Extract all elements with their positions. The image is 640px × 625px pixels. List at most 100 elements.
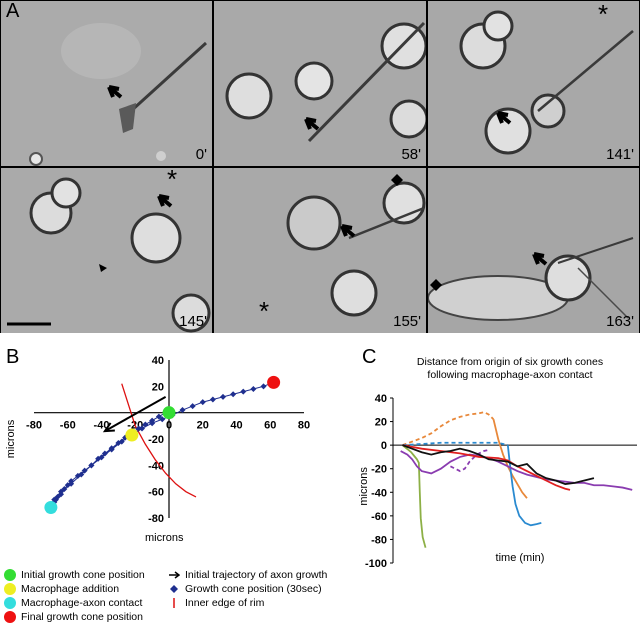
growth-cone-point — [155, 413, 162, 420]
x-tick-label: 20 — [197, 420, 209, 432]
legend-item: Initial growth cone position — [4, 569, 145, 581]
micrograph-frame: 0' — [1, 1, 212, 166]
growth-cone-point — [159, 416, 166, 423]
chart-c-ylabel: microns — [358, 467, 370, 506]
growth-cone-point — [179, 407, 186, 414]
event-marker — [44, 500, 58, 514]
frame-time-label: 58' — [401, 146, 421, 163]
growth-cone-point — [220, 393, 226, 400]
growth-cone-point — [64, 482, 71, 489]
growth-cone-point — [209, 396, 216, 403]
legend-item: Macrophage addition — [4, 583, 119, 595]
x-tick-label: 40 — [230, 420, 242, 432]
growth-cone-series-line — [506, 445, 542, 527]
growth-cone-point — [88, 462, 95, 469]
growth-cone-series-line — [402, 441, 509, 447]
chart-c-title: Distance from origin of six growth cones… — [416, 356, 604, 381]
legend-item: Growth cone position (30sec) — [168, 583, 322, 595]
svg-text:*: * — [167, 168, 177, 194]
growth-cone-series-line — [402, 411, 495, 446]
growth-cone-series-line — [402, 444, 571, 491]
y-tick-label: -40 — [148, 460, 164, 472]
frame-time-label: 145' — [179, 313, 207, 330]
event-marker — [267, 375, 281, 389]
event-marker — [162, 406, 176, 420]
growth-cone-point — [68, 480, 75, 487]
growth-cone-point — [78, 471, 85, 478]
cell-image — [214, 1, 426, 166]
y-tick-label: 40 — [375, 393, 387, 405]
growth-cone-point — [118, 438, 125, 445]
frame-time-label: 163' — [606, 313, 634, 330]
frame-time-label: 141' — [606, 146, 634, 163]
trajectory-arrowhead — [102, 422, 115, 433]
growth-cone-series-line — [450, 448, 489, 473]
growth-cone-point — [61, 486, 68, 493]
chart-b-xlabel: microns — [145, 532, 184, 544]
y-tick-label: -100 — [365, 558, 387, 570]
growth-cone-point — [260, 383, 267, 390]
growth-cone-point — [54, 493, 61, 500]
cyan-dot-icon — [4, 597, 16, 609]
growth-cone-point — [230, 391, 237, 398]
y-tick-label: -60 — [371, 511, 387, 523]
yellow-dot-icon — [4, 583, 16, 595]
x-tick-label: -60 — [60, 420, 76, 432]
growth-cone-series-line — [401, 444, 427, 548]
micrograph-frame: * 145' — [1, 168, 212, 333]
growth-cone-point — [199, 399, 206, 406]
arrow-icon — [169, 571, 180, 579]
x-tick-label: 0 — [166, 420, 172, 432]
y-tick-label: -60 — [148, 487, 164, 499]
legend-item: Macrophage-axon contact — [4, 597, 142, 609]
growth-cone-point — [240, 388, 247, 395]
red-dot-icon — [4, 611, 16, 623]
growth-cone-point — [189, 403, 196, 410]
frame-time-label: 0' — [195, 146, 207, 163]
chart-c-xlabel: time (min) — [496, 552, 545, 564]
trajectory-arrow — [104, 395, 167, 432]
panel-b-label: B — [6, 346, 20, 368]
growth-cone-point — [98, 454, 105, 461]
y-tick-label: -40 — [371, 487, 387, 499]
growth-cone-point — [250, 385, 257, 392]
red-line-icon — [173, 598, 175, 608]
legend-item: Initial trajectory of axon growth — [168, 569, 327, 581]
growth-cone-series-line — [400, 450, 633, 491]
y-tick-label: -20 — [148, 434, 164, 446]
chart-b-ylabel: microns — [5, 419, 17, 458]
growth-cone-point — [142, 421, 149, 428]
micrograph-frame: * 141' — [428, 1, 639, 166]
growth-cone-point — [58, 488, 64, 495]
growth-cone-series-line — [402, 444, 595, 485]
y-tick-label: 40 — [152, 355, 164, 367]
micrograph-frame: * 155' — [214, 168, 426, 333]
cell-image — [428, 168, 639, 333]
growth-cone-point — [51, 496, 58, 503]
cell-image: * — [214, 168, 426, 333]
micrograph-grid: 0' 58' * 141' — [0, 0, 640, 333]
green-dot-icon — [4, 569, 16, 581]
distance-chart: -100 -80 -60 -40 -20 0 20 40 microns time (min) — [358, 393, 637, 570]
growth-cone-point — [139, 425, 145, 432]
micrograph-frame: 163' — [428, 168, 639, 333]
growth-cone-point — [81, 467, 88, 474]
cell-image: * — [428, 1, 639, 166]
y-tick-label: -80 — [148, 513, 164, 525]
growth-cone-point — [101, 450, 108, 457]
x-tick-label: 60 — [264, 420, 276, 432]
panel-c-label: C — [362, 346, 377, 368]
x-tick-label: -80 — [26, 420, 42, 432]
trajectory-chart: -80 -60 -40 -20 0 20 40 60 80-80-60-40-202040mic… — [5, 355, 310, 525]
micrograph-frame: 58' — [214, 1, 426, 166]
y-tick-label: -20 — [371, 464, 387, 476]
panel-a-label: A — [6, 0, 20, 22]
frame-time-label: 155' — [393, 313, 421, 330]
svg-text:*: * — [598, 1, 608, 29]
svg-text:*: * — [259, 296, 269, 326]
growth-cone-point — [149, 420, 156, 427]
y-tick-label: 0 — [381, 440, 387, 452]
y-tick-label: 20 — [152, 381, 164, 393]
legend-item: Final growth cone position — [4, 611, 143, 623]
legend-item: Inner edge of rim — [168, 597, 264, 609]
